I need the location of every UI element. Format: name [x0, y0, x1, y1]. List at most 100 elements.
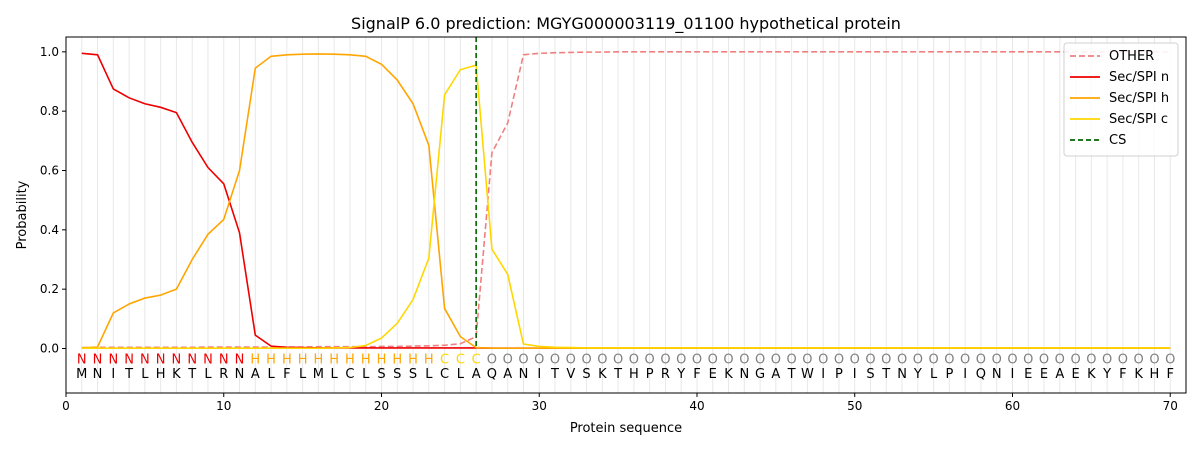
- region-label: C: [440, 352, 449, 367]
- residue-label: G: [755, 367, 765, 382]
- residue-label: M: [313, 367, 324, 382]
- residue-label: T: [881, 367, 890, 382]
- residue-label: I: [1011, 367, 1015, 382]
- x-tick-label: 10: [216, 399, 231, 413]
- residue-label: I: [111, 367, 115, 382]
- region-label: O: [787, 352, 797, 367]
- residue-label: F: [1119, 367, 1126, 382]
- series-line-sec-spi-n: [81, 52, 1171, 350]
- residue-label: S: [409, 367, 417, 382]
- residue-label: A: [472, 367, 481, 382]
- region-label: O: [1007, 352, 1017, 367]
- residue-label: I: [537, 367, 541, 382]
- region-label: N: [140, 352, 150, 367]
- residue-label: P: [945, 367, 953, 382]
- region-label: H: [361, 352, 371, 367]
- residue-label: C: [345, 367, 354, 382]
- residue-label: L: [141, 367, 149, 382]
- residue-label: L: [204, 367, 212, 382]
- region-label: O: [487, 352, 497, 367]
- chart-title: SignalP 6.0 prediction: MGYG000003119_01…: [351, 14, 901, 34]
- residue-label: F: [693, 367, 700, 382]
- region-label: O: [928, 352, 938, 367]
- series-line-sec-spi-h: [81, 53, 1171, 350]
- x-tick-label: 40: [689, 399, 704, 413]
- residue-label: H: [629, 367, 639, 382]
- residue-label: N: [897, 367, 907, 382]
- region-label: O: [723, 352, 733, 367]
- region-label: H: [250, 352, 260, 367]
- region-label: N: [77, 352, 87, 367]
- region-label: O: [581, 352, 591, 367]
- residue-label: T: [550, 367, 559, 382]
- region-label: O: [503, 352, 513, 367]
- residue-label: E: [709, 367, 717, 382]
- residue-label: I: [963, 367, 967, 382]
- residue-label: N: [992, 367, 1002, 382]
- region-label: O: [645, 352, 655, 367]
- region-label: O: [992, 352, 1002, 367]
- series-line-sec-spi-c: [81, 64, 1171, 350]
- residue-label: A: [771, 367, 780, 382]
- region-label: H: [408, 352, 418, 367]
- sequence-labels: NMNNNINTNLNHNKNTNLNRNNHAHLHFHLHMHLHCHLHS…: [76, 352, 1175, 382]
- residue-label: M: [76, 367, 87, 382]
- residue-label: K: [724, 367, 733, 382]
- region-label: N: [235, 352, 245, 367]
- y-tick-label: 0.8: [40, 104, 59, 118]
- residue-label: P: [835, 367, 843, 382]
- region-label: O: [1039, 352, 1049, 367]
- y-tick-label: 0.0: [40, 342, 59, 356]
- series-lines: [81, 51, 1171, 350]
- residue-label: I: [821, 367, 825, 382]
- region-label: N: [108, 352, 118, 367]
- residue-label: K: [172, 367, 181, 382]
- residue-label: N: [519, 367, 529, 382]
- residue-label: R: [661, 367, 670, 382]
- region-label: O: [881, 352, 891, 367]
- residue-label: V: [566, 367, 575, 382]
- residue-label: T: [613, 367, 622, 382]
- x-tick-label: 60: [1005, 399, 1020, 413]
- region-label: H: [377, 352, 387, 367]
- residue-label: L: [425, 367, 433, 382]
- legend: OTHER Sec/SPI n Sec/SPI h Sec/SPI c CS: [1063, 42, 1179, 157]
- legend-box: [1063, 42, 1179, 157]
- residue-label: H: [1150, 367, 1160, 382]
- y-axis-label: Probability: [15, 180, 30, 249]
- legend-entry: Sec/SPI c: [1109, 112, 1168, 127]
- residue-label: Y: [1102, 367, 1111, 382]
- residue-label: T: [187, 367, 196, 382]
- grid-lines: [81, 37, 1171, 393]
- region-label: H: [345, 352, 355, 367]
- region-label: O: [913, 352, 923, 367]
- region-label: O: [739, 352, 749, 367]
- region-label: O: [944, 352, 954, 367]
- region-label: O: [771, 352, 781, 367]
- region-label: O: [802, 352, 812, 367]
- residue-label: L: [930, 367, 938, 382]
- region-label: O: [1023, 352, 1033, 367]
- region-label: O: [1055, 352, 1065, 367]
- residue-label: L: [362, 367, 370, 382]
- residue-label: H: [156, 367, 166, 382]
- region-label: O: [1165, 352, 1175, 367]
- residue-label: Y: [676, 367, 685, 382]
- x-tick-label: 0: [62, 399, 70, 413]
- region-label: H: [266, 352, 276, 367]
- region-label: O: [1149, 352, 1159, 367]
- region-label: N: [187, 352, 197, 367]
- residue-label: R: [219, 367, 228, 382]
- residue-label: F: [1166, 367, 1173, 382]
- region-label: O: [550, 352, 560, 367]
- region-label: O: [518, 352, 528, 367]
- region-label: N: [93, 352, 103, 367]
- region-label: O: [1134, 352, 1144, 367]
- residue-label: C: [440, 367, 449, 382]
- region-label: O: [692, 352, 702, 367]
- residue-label: N: [739, 367, 749, 382]
- residue-label: E: [1024, 367, 1032, 382]
- legend-entry: Sec/SPI n: [1109, 70, 1169, 85]
- residue-label: S: [393, 367, 401, 382]
- region-label: N: [156, 352, 166, 367]
